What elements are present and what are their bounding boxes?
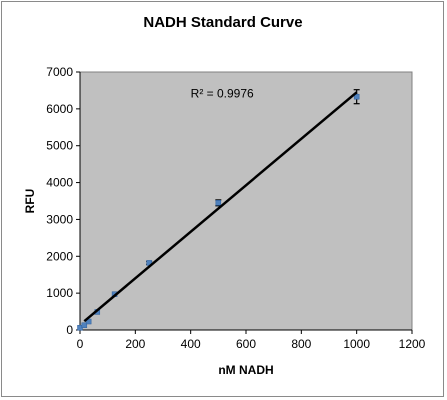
x-tick-label: 0: [77, 337, 84, 351]
y-tick-label: 2000: [46, 249, 73, 263]
y-tick-label: 3000: [46, 212, 73, 226]
y-tick-label: 4000: [46, 176, 73, 190]
data-point: [81, 322, 88, 328]
y-tick-label: 6000: [46, 102, 73, 116]
data-point: [215, 200, 222, 206]
plot-area: [79, 71, 413, 331]
y-tick-label: 5000: [46, 139, 73, 153]
y-tick-label: 0: [66, 323, 73, 337]
x-tick-label: 1200: [399, 337, 426, 351]
tick-labels: 0 200 400 600 800 1000 1200 0 1000 2000 3000 4000 50…: [46, 65, 425, 351]
x-tick-label: 600: [236, 337, 256, 351]
y-tick-label: 7000: [46, 65, 73, 79]
chart-title: NADH Standard Curve: [143, 14, 302, 31]
r-squared-annotation: R² = 0.9976: [191, 86, 254, 100]
x-tick-label: 400: [181, 337, 201, 351]
x-tick-label: 800: [291, 337, 311, 351]
x-axis-label: nM NADH: [218, 363, 273, 377]
x-tick-label: 200: [125, 337, 145, 351]
trendline: [83, 91, 358, 323]
data-point: [353, 93, 360, 100]
y-axis-label: RFU: [23, 189, 37, 214]
x-tick-label: 1000: [343, 337, 370, 351]
y-tick-label: 1000: [46, 286, 73, 300]
